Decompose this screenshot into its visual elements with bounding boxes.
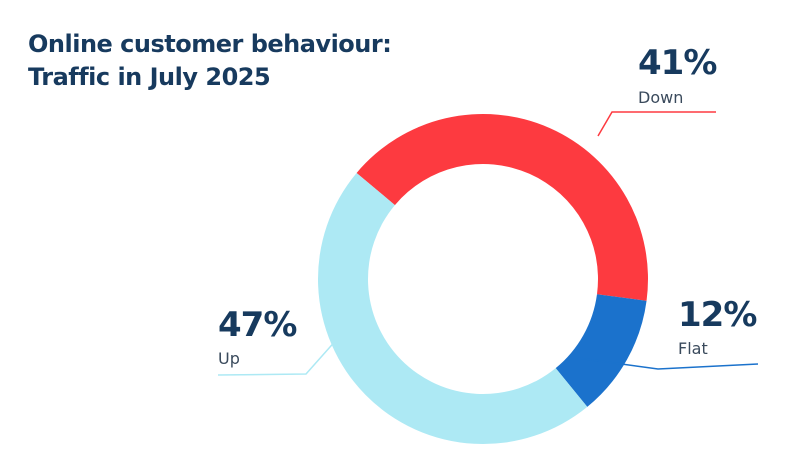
value-label-up: 47%	[218, 305, 296, 345]
value-label-down: 41%	[638, 43, 716, 83]
leader-line-up	[217, 337, 339, 376]
category-label-down: Down	[638, 88, 683, 107]
chart-title: Online customer behaviour:	[28, 30, 391, 58]
slice-up	[317, 172, 588, 445]
category-label-up: Up	[218, 349, 240, 368]
category-label-flat: Flat	[678, 339, 708, 358]
leader-line-flat	[577, 357, 759, 370]
slice-flat	[555, 294, 647, 407]
value-label-flat: 12%	[678, 295, 756, 335]
leader-line-down	[597, 111, 716, 137]
slices-group	[317, 114, 648, 445]
callouts-group: 41% Down 12% Flat 47% Up	[217, 43, 759, 376]
slice-down	[356, 114, 648, 301]
chart-subtitle: Traffic in July 2025	[28, 63, 270, 91]
